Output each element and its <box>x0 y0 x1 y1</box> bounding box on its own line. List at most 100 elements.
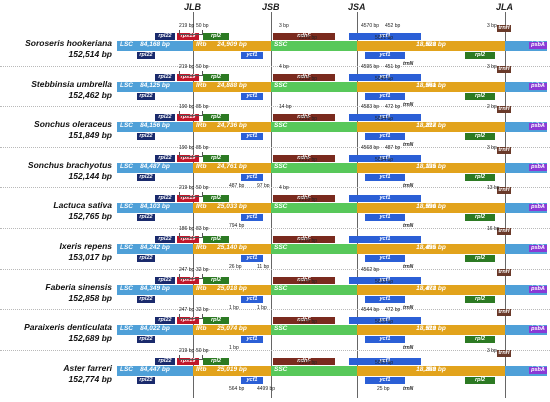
trnN-label: trnN <box>403 142 414 149</box>
row-separator <box>0 146 550 148</box>
gene-psbA: psbA <box>529 204 547 212</box>
gene-rpl22-top: rpl22 <box>155 154 175 162</box>
region-lsc-length: 84,447 bp <box>140 365 170 373</box>
species-name: Sonchus brachyotus <box>27 159 112 170</box>
species-name: Soroseris hookeriana <box>25 38 112 48</box>
genome-length: 152,514 bp <box>68 49 112 59</box>
region-lsc-length: 84,349 bp <box>140 284 170 292</box>
annotation-jlb-right: 85 bp <box>196 144 209 151</box>
gene-trnH: trnH <box>497 268 511 276</box>
genome-length: 152,765 bp <box>68 211 112 222</box>
annotation-jlb-left: 219 bp <box>179 185 195 192</box>
annotation-ndhF: 2225 bp <box>299 278 318 285</box>
region-irb-length: 24,909 bp <box>217 41 247 48</box>
gene-ycf1-bottom: ycf1 <box>241 255 263 262</box>
region-ssc: SSC <box>271 122 357 133</box>
gene-ndhF: ndhF <box>273 276 335 284</box>
annotation-extra-b: 11 bp <box>257 264 270 270</box>
annotation-jlb-left: 247 bp <box>179 307 195 314</box>
gene-ycf1-ssc: ycf1 <box>365 173 405 181</box>
gene-trnH: trnH <box>497 106 511 114</box>
region-lsc-label: LSC <box>120 81 133 89</box>
annotation-ndhF: 2228 bp <box>299 197 318 204</box>
annotation-jsa-left: 4562 bp <box>361 266 380 273</box>
annotation-ndhF: 2213 bp <box>299 75 318 82</box>
region-ira-length: 18,528 bp <box>416 41 446 48</box>
annotation-ycf1-length: 5021 bp <box>375 35 394 41</box>
region-ira: IRa 18,217 bp <box>357 122 505 133</box>
region-ira: IRa 18,596 bp <box>357 203 505 214</box>
annotation-jsb: 4 bp <box>279 185 289 192</box>
region-lsc-length: 84,103 bp <box>140 203 170 211</box>
gene-rpl2-bottom: rpl2 <box>465 133 495 141</box>
region-ira-label: IRa <box>425 284 437 292</box>
region-irb: IRb 24,736 bp <box>193 122 271 133</box>
region-ira: IRa 18,289 bp <box>357 365 505 376</box>
gene-psbA: psbA <box>529 163 547 171</box>
annotation-ycf1-length: 5015 bp <box>375 319 394 326</box>
region-lsc: LSC 84,125 bp <box>117 81 193 92</box>
gene-rpl2-bottom: rpl2 <box>465 92 495 100</box>
gene-rpl22-top: rpl22 <box>155 236 175 243</box>
region-irb-length: 24,888 bp <box>217 81 247 89</box>
region-ira-label: IRa <box>425 81 437 89</box>
region-ssc-label: SSC <box>274 122 288 130</box>
region-lsc-length: 84,156 bp <box>140 122 170 130</box>
region-irb: IRb 25,140 bp <box>193 244 271 254</box>
annotation-jla: 16 bp <box>487 226 500 232</box>
annotation-ycf1-length: 5045 bp <box>375 75 394 82</box>
gene-rpl2-top: rpl2 <box>203 33 229 40</box>
junction-label-jlb: JLB <box>184 2 202 12</box>
region-irb-length: 25,074 bp <box>217 325 247 333</box>
region-ssc-label: SSC <box>274 284 288 292</box>
gene-ycf1-ssc: ycf1 <box>365 336 405 344</box>
region-ssc: SSC <box>271 365 357 376</box>
region-ira: IRa 18,135 bp <box>357 162 505 173</box>
species-name: Sonchus oleraceus <box>34 119 112 130</box>
gene-ycf1-top: ycf1 <box>349 195 421 203</box>
annotation-jsa-right: 487 bp <box>385 144 401 151</box>
gene-trnH: trnH <box>497 65 511 73</box>
region-ira-length: 18,561 bp <box>416 81 446 89</box>
gene-rpl22-top: rpl22 <box>155 114 175 122</box>
gene-psbA: psbA <box>529 42 547 49</box>
annotation-jlb-left: 186 bp <box>179 226 195 232</box>
region-lsc: LSC 84,349 bp <box>117 284 193 295</box>
gene-rps19: rps19 <box>177 276 199 284</box>
trnN-label: trnN <box>403 385 414 392</box>
annotation-jlb-right: 83 bp <box>196 226 209 232</box>
annotation-jsa-right: 451 bp <box>385 63 401 70</box>
gene-rpl22-bottom: rpl22 <box>137 295 155 303</box>
region-ira-length: 18,217 bp <box>416 122 446 130</box>
annotation-ndhF: 2216 bp <box>299 35 318 41</box>
annotation-extra-a: 794 bp <box>229 223 245 230</box>
annotation-ndhF: 2231 bp <box>299 156 318 163</box>
annotation-ndhF: 2216 bp <box>299 359 318 366</box>
region-irb-label: IRb <box>196 325 207 333</box>
region-irb-label: IRb <box>196 162 207 170</box>
annotation-jsa-right: 472 bp <box>385 104 401 111</box>
annotation-ndhF: 2225 bp <box>299 319 318 326</box>
region-ira-label: IRa <box>425 203 437 211</box>
annotation-extra-a: 487 bp <box>229 182 245 189</box>
region-lsc: LSC 84,168 bp <box>117 41 193 51</box>
annotation-extra-b: 4499 bp <box>257 385 276 392</box>
region-ira-label: IRa <box>425 244 437 251</box>
gene-rpl22-top: rpl22 <box>155 276 175 284</box>
region-ssc: SSC <box>271 244 357 254</box>
annotation-ndhF: 2231 bp <box>299 116 318 123</box>
annotation-jlb-right: 50 bp <box>196 185 209 192</box>
gene-psbA: psbA <box>529 366 547 374</box>
span-tick <box>179 111 203 117</box>
region-ssc: SSC <box>271 325 357 336</box>
annotation-ycf1-length: 5054 bp <box>375 156 394 163</box>
gene-rps19: rps19 <box>177 357 199 365</box>
annotation-jsb: 3 bp <box>279 23 289 29</box>
annotation-jlb-left: 219 bp <box>179 63 195 70</box>
gene-rpl2-top: rpl2 <box>203 276 229 284</box>
span-tick <box>179 30 203 35</box>
gene-ycf1-top: ycf1 <box>349 33 421 40</box>
region-lsc: LSC 84,103 bp <box>117 203 193 214</box>
gene-rpl2-top: rpl2 <box>203 73 229 81</box>
annotation-jsa-left: 4595 bp <box>361 63 380 70</box>
